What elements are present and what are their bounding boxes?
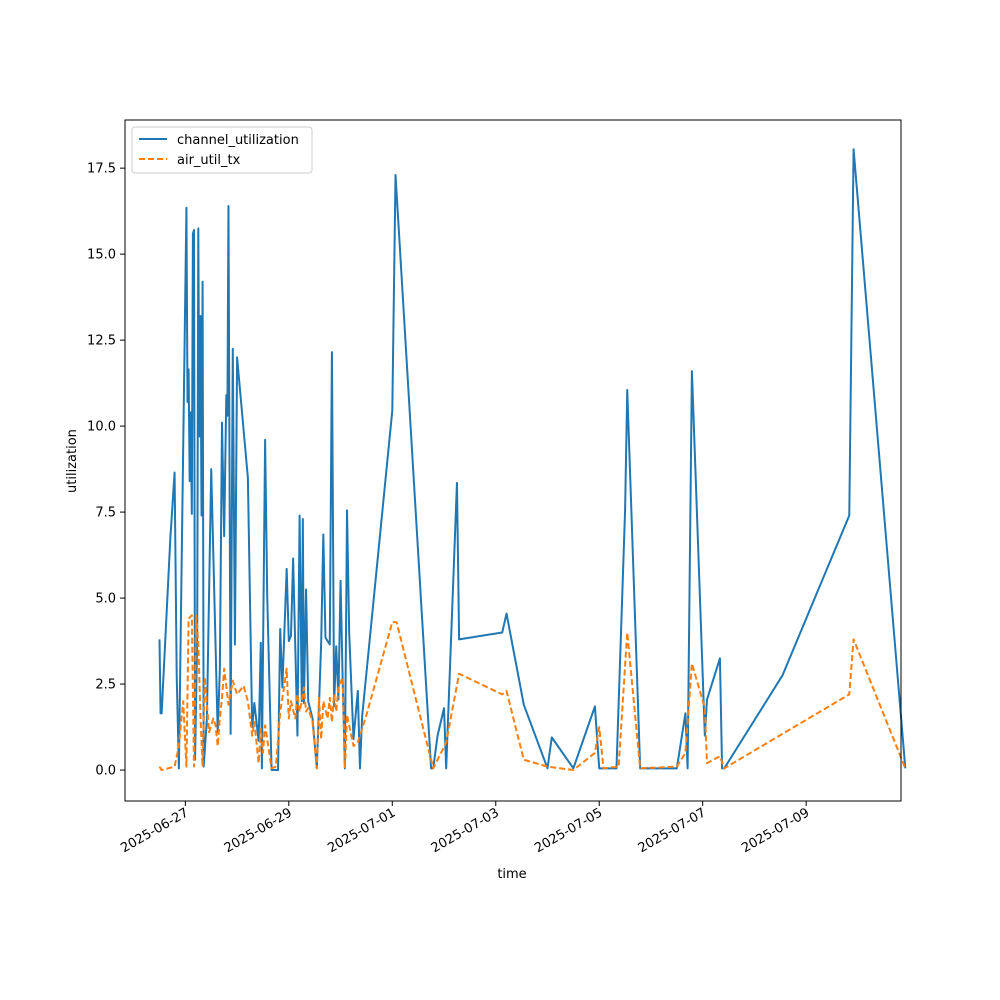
x-axis-title: time xyxy=(497,867,526,882)
x-tick-label: 2025-06-29 xyxy=(222,805,295,856)
y-tick-label: 2.5 xyxy=(95,678,116,693)
series-line-channel-utilization xyxy=(158,148,907,772)
legend-label-air-util-tx: air_util_tx xyxy=(177,153,241,168)
x-tick-label: 2025-06-27 xyxy=(118,805,191,856)
y-tick-label: 12.5 xyxy=(87,334,116,349)
y-tick-label: 7.5 xyxy=(95,506,116,521)
y-tick-label: 10.0 xyxy=(87,420,116,435)
y-axis: 0.0 2.5 5.0 7.5 10.0 12.5 15.0 17.5 xyxy=(87,162,125,779)
legend-box xyxy=(131,126,313,174)
y-axis-title: utilization xyxy=(65,429,80,493)
y-tick-label: 15.0 xyxy=(87,248,116,263)
y-tick-label: 0.0 xyxy=(95,764,116,779)
plot-frame xyxy=(124,119,902,802)
plot-layer xyxy=(158,148,907,772)
x-tick-label: 2025-07-09 xyxy=(739,805,812,856)
y-tick-label: 5.0 xyxy=(95,592,116,607)
x-tick-label: 2025-07-03 xyxy=(429,805,502,856)
x-tick-label: 2025-07-05 xyxy=(532,805,605,856)
legend: channel_utilization air_util_tx xyxy=(131,126,313,174)
y-tick-label: 17.5 xyxy=(87,162,116,177)
x-tick-label: 2025-07-01 xyxy=(325,805,398,856)
x-axis: 2025-06-27 2025-06-29 2025-07-01 2025-07-03… xyxy=(118,801,812,856)
x-tick-label: 2025-07-07 xyxy=(636,805,709,856)
series-line-air-util-tx xyxy=(158,614,907,772)
legend-label-channel-utilization: channel_utilization xyxy=(177,133,299,148)
